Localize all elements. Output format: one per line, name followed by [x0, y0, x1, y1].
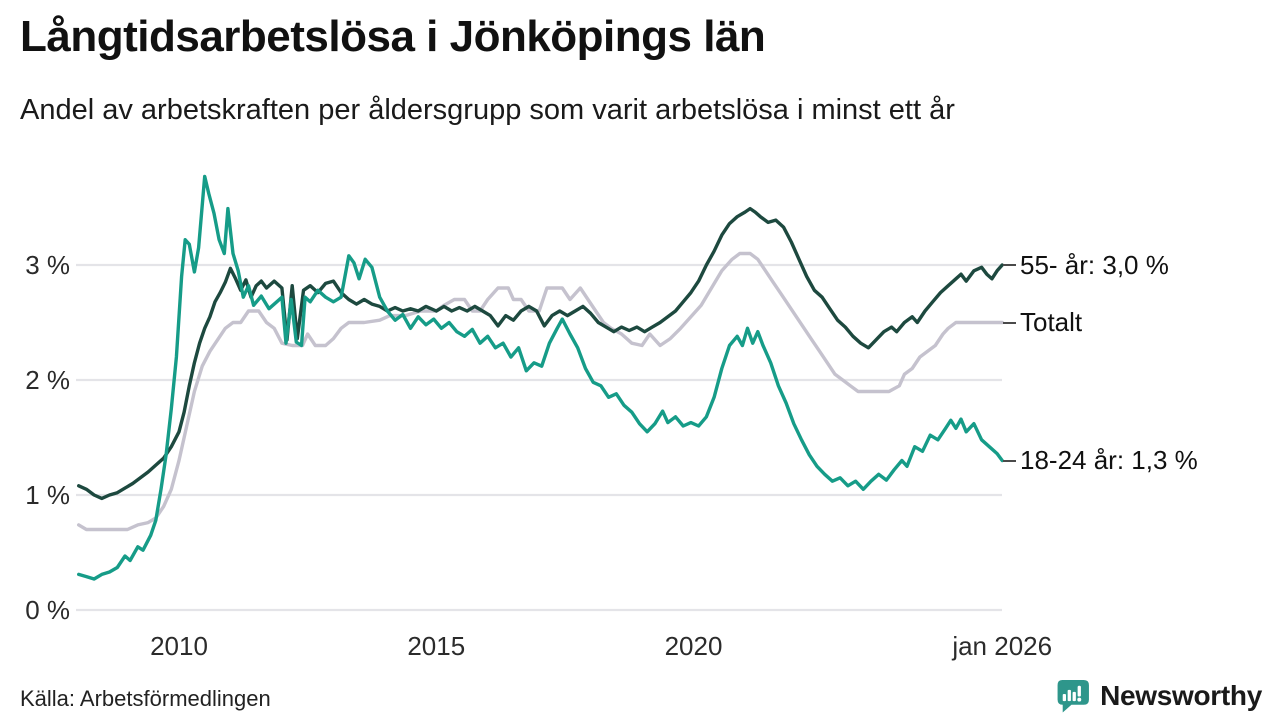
series-end-label-text: Totalt	[1020, 307, 1083, 337]
series-line-55- år	[77, 206, 1004, 501]
series-end-label-18-24: 18-24 år: 1,3 %	[1003, 445, 1198, 477]
brand-name: Newsworthy	[1100, 680, 1262, 711]
x-axis-label: 2020	[665, 631, 723, 661]
series-end-label-text: 55- år: 3,0 %	[1020, 249, 1169, 280]
newsworthy-logo: Newsworthy	[1055, 678, 1262, 714]
newsworthy-icon	[1057, 680, 1090, 713]
series-end-label-total: Totalt	[1003, 307, 1082, 339]
label-tick	[1003, 321, 1016, 324]
series-end-label-text: 18-24 år: 1,3 %	[1020, 445, 1198, 475]
label-tick	[1003, 264, 1016, 266]
series-line-18-24 år	[77, 174, 1004, 581]
series-end-label-55: 55- år: 3,0 %	[1003, 249, 1169, 281]
x-axis-label: 2015	[407, 631, 465, 661]
page-subtitle: Andel av arbetskraften per åldersgrupp s…	[20, 94, 955, 126]
y-axis-label: 0 %	[25, 595, 70, 625]
x-axis-label: 2010	[150, 631, 208, 661]
x-axis-label: jan 2026	[951, 631, 1052, 661]
label-tick	[1003, 459, 1016, 462]
y-axis-label: 1 %	[25, 480, 70, 510]
y-axis-label: 2 %	[25, 365, 70, 395]
y-axis-label: 3 %	[25, 250, 70, 280]
source-note: Källa: Arbetsförmedlingen	[20, 686, 271, 711]
page-title: Långtidsarbetslösa i Jönköpings län	[20, 12, 766, 61]
series-line-Totalt	[77, 251, 1004, 532]
